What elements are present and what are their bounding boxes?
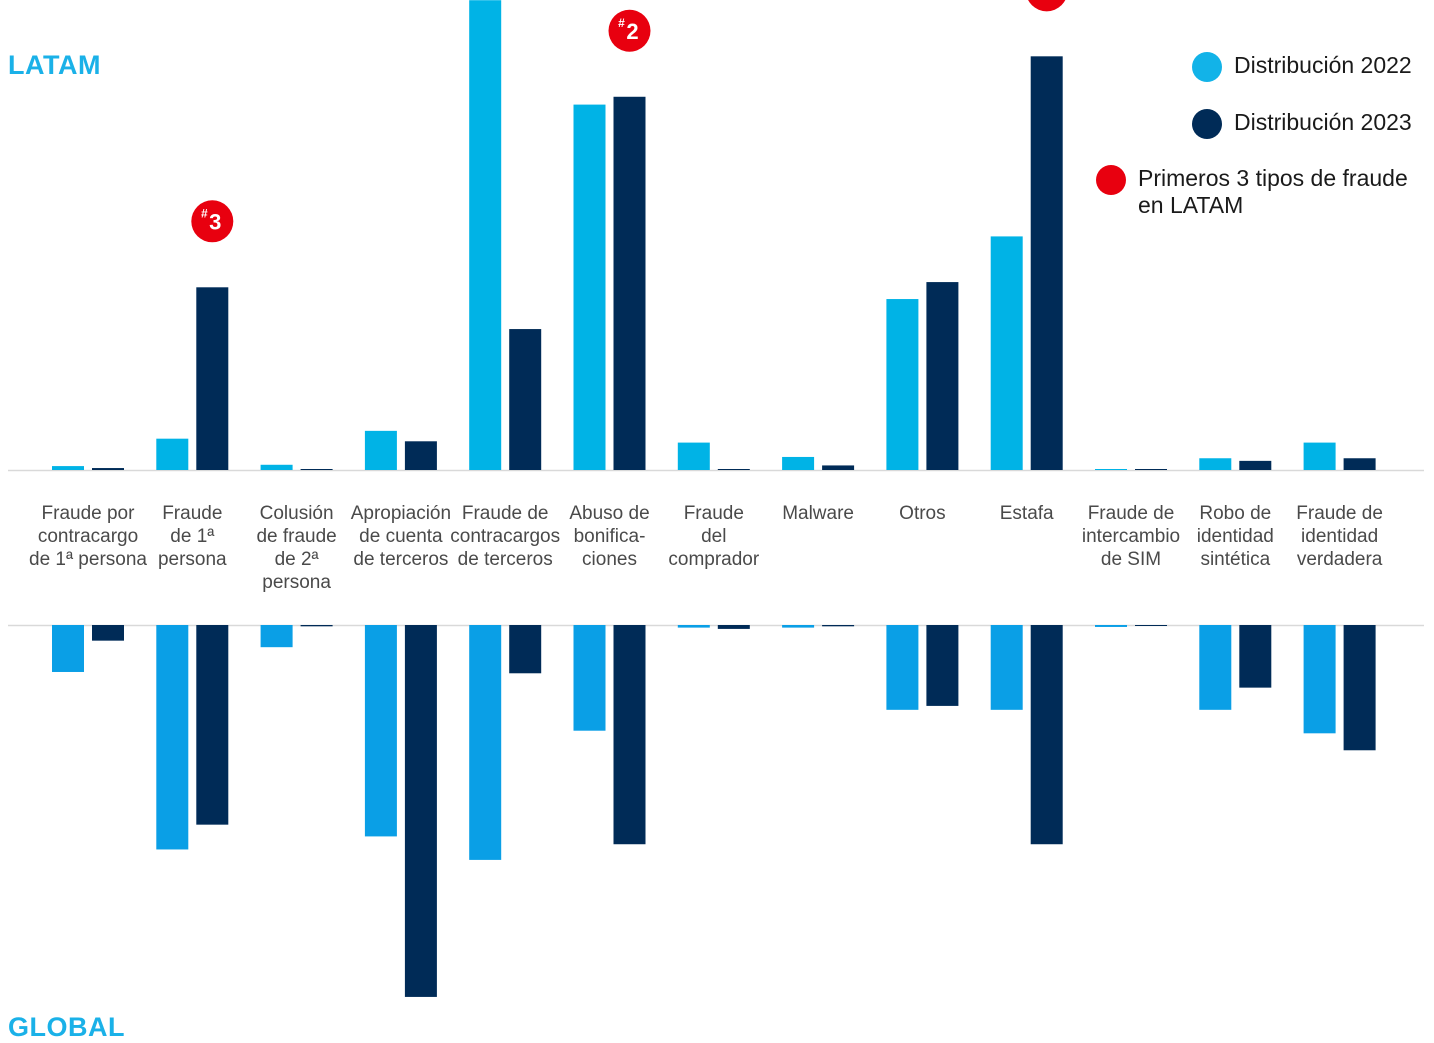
top3-badge-hash: # [618,16,625,30]
global-bar-2023 [822,625,855,627]
global-bar-2023 [300,625,333,627]
latam-bar-2022 [156,438,189,470]
latam-bar-2022 [886,299,919,470]
latam-bar-2023 [196,287,229,470]
global-bar-2022 [573,625,606,731]
category-label: Otros [899,503,945,524]
legend-swatch-top3 [1096,165,1126,195]
latam-bar-2023 [717,469,750,470]
global-bar-2023 [404,625,437,997]
latam-bar-2023 [92,468,124,470]
latam-bar-2023 [1030,56,1063,470]
category-label: Fraude del comprador [668,503,759,570]
legend-item-2022: Distribución 2022 [1192,52,1412,82]
category-label: Abuso de bonifica-ciones [569,503,649,570]
latam-bar-2022 [364,430,397,470]
latam-bar-2023 [1135,469,1167,470]
category-label: Estafa [1000,503,1054,524]
latam-bar-2022 [1303,442,1336,470]
legend-label-2023: Distribución 2023 [1234,109,1412,135]
legend-item-top3: Primeros 3 tipos de fraude en LATAM [1096,165,1434,219]
global-bar-2022 [886,625,919,710]
legend-swatch-2022 [1192,52,1222,82]
category-label: Fraude de identidad verdadera [1296,503,1383,570]
global-bar-2022 [782,625,815,628]
latam-bar-2023 [404,441,437,470]
latam-bar-2022 [990,236,1023,470]
global-bar-2022 [156,625,189,850]
global-bar-2022 [677,625,710,628]
legend-label-2022: Distribución 2022 [1234,52,1412,78]
global-bar-2023 [509,625,542,674]
latam-bar-2022 [260,464,293,470]
top3-badge-1 [1028,0,1066,12]
global-bar-2022 [52,625,84,672]
top3-badge-2 [608,9,651,52]
global-bar-2023 [196,625,229,825]
global-bar-2023 [1030,625,1063,845]
global-bar-2022 [990,625,1023,710]
latam-bar-2023 [926,282,959,470]
global-bar-2023 [1135,625,1167,626]
category-label: Fraude de 1ª persona [158,503,227,570]
latam-bar-2023 [509,329,542,470]
latam-bar-2023 [1239,460,1272,470]
latam-bar-2023 [822,465,855,470]
latam-bar-2022 [677,442,710,470]
global-bar-2023 [1343,625,1376,751]
top3-badge-rank: 3 [209,209,221,234]
latam-bar-2022 [1199,458,1232,470]
top3-badge-rank: 1 [1044,0,1056,3]
latam-bar-2023 [613,96,646,471]
global-bar-2023 [613,625,646,845]
category-label: Fraude de intercambio de SIM [1082,503,1180,570]
legend-label-top3: Primeros 3 tipos de fraude en LATAM [1138,165,1408,218]
latam-bar-2022 [469,0,502,470]
global-bar-2023 [717,625,750,629]
latam-bar-2022 [1095,469,1127,470]
latam-bar-2022 [782,456,815,470]
latam-bar-2023 [1343,458,1376,470]
global-bar-2023 [92,625,124,641]
category-label: Apropiación de cuenta de terceros [351,503,451,570]
global-bar-2022 [364,625,397,837]
global-bar-2023 [1239,625,1272,688]
category-label: Fraude de contracargos de terceros [450,503,560,570]
global-bar-2023 [926,625,959,706]
category-label: Fraude por contracargo de 1ª persona [29,503,147,570]
global-bar-2022 [260,625,293,648]
latam-bar-2022 [573,104,606,470]
top3-badge-hash: # [201,206,208,220]
latam-bar-2023 [300,469,333,470]
top3-badge-rank: 2 [626,19,638,44]
category-label: Malware [782,503,854,524]
global-bar-2022 [469,625,502,860]
global-bar-2022 [1303,625,1336,734]
global-bar-2022 [1199,625,1232,710]
region-label-latam: LATAM [8,50,101,80]
legend-item-2023: Distribución 2023 [1192,109,1412,139]
global-bar-2022 [1095,625,1127,627]
category-label: Robo de identidad sintética [1197,503,1274,570]
category-label: Colusión de fraude de 2ª persona [256,503,336,593]
latam-bar-2022 [52,466,84,470]
legend-swatch-2023 [1192,109,1222,139]
top3-badge-3 [191,200,234,243]
